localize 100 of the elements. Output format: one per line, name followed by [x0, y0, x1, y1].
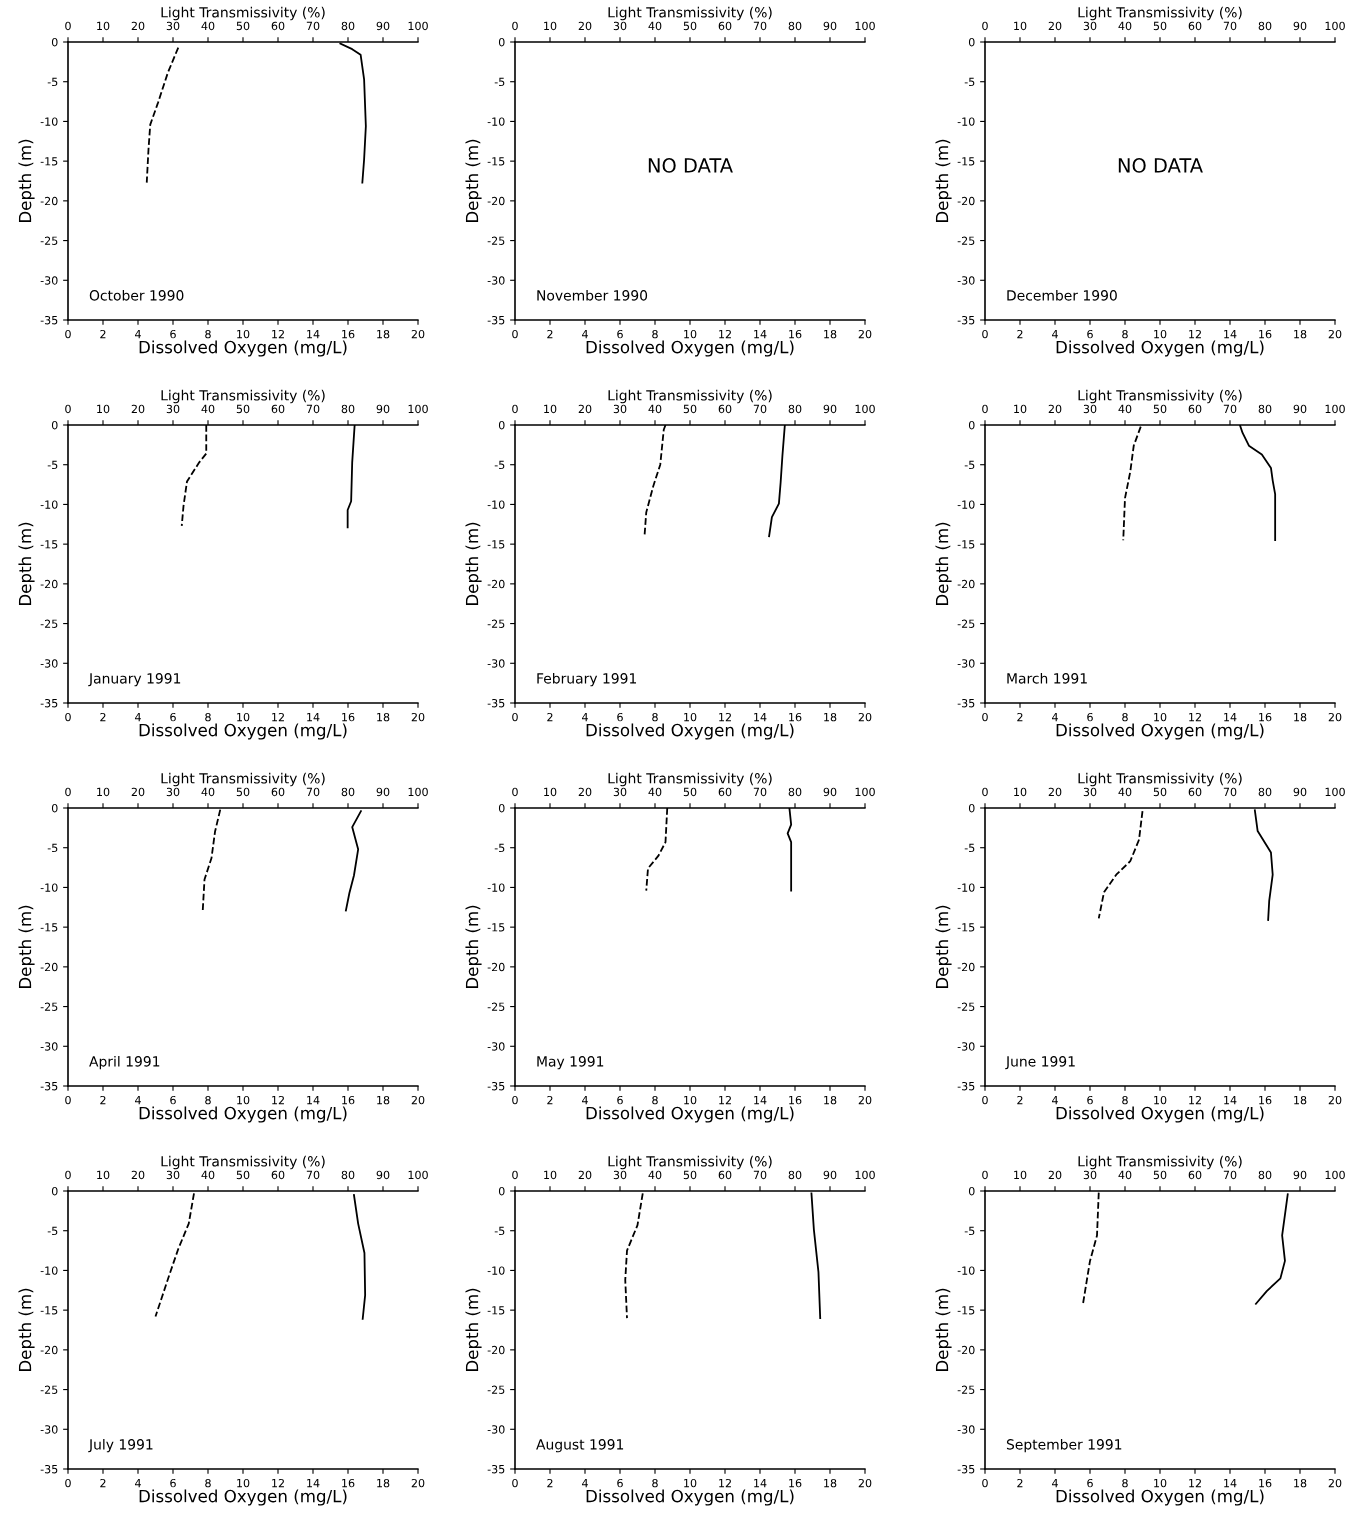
x-tick-label: 18 [377, 329, 390, 339]
x2-tick-label: 80 [341, 21, 355, 31]
x-tick-label: 8 [205, 329, 211, 339]
y-tick-label: 0 [498, 1186, 505, 1196]
x-axis-title: Dissolved Oxygen (mg/L) [139, 1489, 347, 1506]
x2-axis-title: Light Transmissivity (%) [161, 389, 325, 404]
y-tick-label: -35 [957, 698, 975, 708]
x2-tick-label: 70 [306, 21, 320, 31]
x2-tick-label: 90 [1293, 787, 1307, 797]
y-axis-title: Depth (m) [18, 905, 35, 989]
y-axis-title: Depth (m) [465, 1288, 482, 1372]
y-axis-title: Depth (m) [935, 1288, 952, 1372]
y-axis-title: Depth (m) [465, 522, 482, 606]
line-series [145, 46, 180, 184]
y-tick-label: 0 [968, 1186, 975, 1196]
x-tick-label: 14 [754, 1096, 767, 1105]
y-tick-label: -5 [494, 77, 505, 87]
y-tick-label: -25 [40, 236, 58, 245]
x2-tick-label: 60 [718, 1170, 732, 1180]
x-tick-label: 4 [582, 330, 588, 339]
x2-tick-label: 40 [201, 787, 215, 797]
y-tick-label: -15 [957, 540, 975, 549]
x-tick-label: 16 [1259, 1478, 1272, 1488]
x2-tick-label: 90 [823, 787, 837, 797]
x-tick-label: 8 [205, 1478, 211, 1488]
y-tick-label: -20 [40, 196, 58, 206]
annotation: NO DATA [648, 158, 733, 173]
x2-tick-label: 40 [648, 1170, 662, 1180]
x2-tick-label: 70 [753, 21, 767, 31]
x2-tick-label: 90 [823, 1170, 837, 1180]
y-tick-label: -5 [964, 843, 975, 853]
x-tick-label: 14 [1224, 713, 1237, 722]
y-tick-label: -35 [487, 1081, 505, 1091]
x2-tick-label: 10 [1014, 404, 1027, 414]
x-tick-label: 0 [65, 329, 71, 339]
x-tick-label: 12 [272, 329, 284, 339]
x2-tick-label: 10 [97, 404, 110, 414]
y-tick-label: -20 [40, 579, 58, 589]
x2-tick-label: 40 [201, 1170, 215, 1180]
y-tick-label: -35 [487, 698, 505, 708]
x2-tick-label: 60 [271, 1170, 285, 1180]
x2-axis-title: Light Transmissivity (%) [161, 772, 325, 787]
x-tick-label: 10 [1154, 1095, 1167, 1105]
x-tick-label: 4 [1052, 1479, 1058, 1488]
x-tick-label: 12 [719, 712, 731, 722]
x2-axis-title: Light Transmissivity (%) [161, 1155, 325, 1170]
x2-tick-label: 30 [1083, 21, 1097, 31]
y-tick-label: 0 [51, 37, 58, 47]
y-tick-label: -35 [957, 315, 975, 325]
x2-tick-label: 60 [1188, 21, 1202, 31]
annotation: NO DATA [1118, 158, 1203, 173]
x2-tick-label: 100 [408, 21, 428, 31]
x2-tick-label: 70 [1223, 787, 1237, 797]
y-tick-label: -30 [957, 1425, 975, 1434]
x2-tick-label: 60 [271, 787, 285, 797]
x-tick-label: 6 [1087, 1478, 1093, 1488]
x-tick-label: 8 [1122, 329, 1128, 339]
x-tick-label: 6 [1087, 329, 1093, 339]
y-tick-label: -30 [487, 659, 505, 668]
x2-axis-title: Light Transmissivity (%) [608, 6, 772, 21]
y-tick-label: -20 [957, 579, 975, 589]
x-tick-label: 14 [1224, 1479, 1237, 1488]
x-tick-label: 10 [684, 329, 697, 339]
x2-tick-label: 10 [97, 21, 110, 31]
y-tick-label: -25 [487, 619, 505, 628]
x2-tick-label: 20 [131, 404, 145, 414]
x2-tick-label: 40 [648, 404, 662, 414]
x2-tick-label: 0 [512, 404, 518, 414]
x2-tick-label: 30 [613, 787, 627, 797]
y-tick-label: -25 [957, 236, 975, 245]
x2-tick-label: 0 [65, 404, 71, 414]
x-axis-title: Dissolved Oxygen (mg/L) [586, 340, 794, 357]
x2-tick-label: 40 [1118, 21, 1132, 31]
text: March 1991 [1007, 672, 1087, 684]
text: May 1991 [537, 1056, 604, 1070]
x-tick-label: 12 [719, 329, 731, 339]
y-tick-label: 0 [51, 803, 58, 813]
x2-tick-label: 20 [578, 787, 592, 797]
y-axis-title: Depth (m) [465, 905, 482, 989]
x-tick-label: 14 [307, 713, 320, 722]
x-tick-label: 2 [547, 329, 553, 339]
x-tick-label: 20 [1328, 1095, 1342, 1105]
x-axis-title: Dissolved Oxygen (mg/L) [586, 1489, 794, 1506]
x2-tick-label: 50 [236, 404, 250, 414]
x-tick-label: 12 [1189, 712, 1201, 722]
x-tick-label: 12 [272, 1095, 284, 1105]
x2-tick-label: 20 [1048, 21, 1062, 31]
x-tick-label: 10 [1154, 712, 1167, 722]
y-tick-label: -10 [487, 883, 505, 892]
x-tick-label: 6 [617, 329, 623, 339]
y-tick-label: -15 [40, 157, 58, 166]
x2-tick-label: 70 [1223, 1170, 1237, 1180]
x2-tick-label: 80 [341, 1170, 355, 1180]
y-axis-title: Depth (m) [935, 139, 952, 223]
x2-tick-label: 70 [306, 1170, 320, 1180]
text: December 1990 [1007, 289, 1117, 301]
x-tick-label: 4 [582, 1096, 588, 1105]
x2-tick-label: 40 [201, 21, 215, 31]
x-tick-label: 8 [652, 712, 658, 722]
y-tick-label: -10 [487, 117, 505, 126]
